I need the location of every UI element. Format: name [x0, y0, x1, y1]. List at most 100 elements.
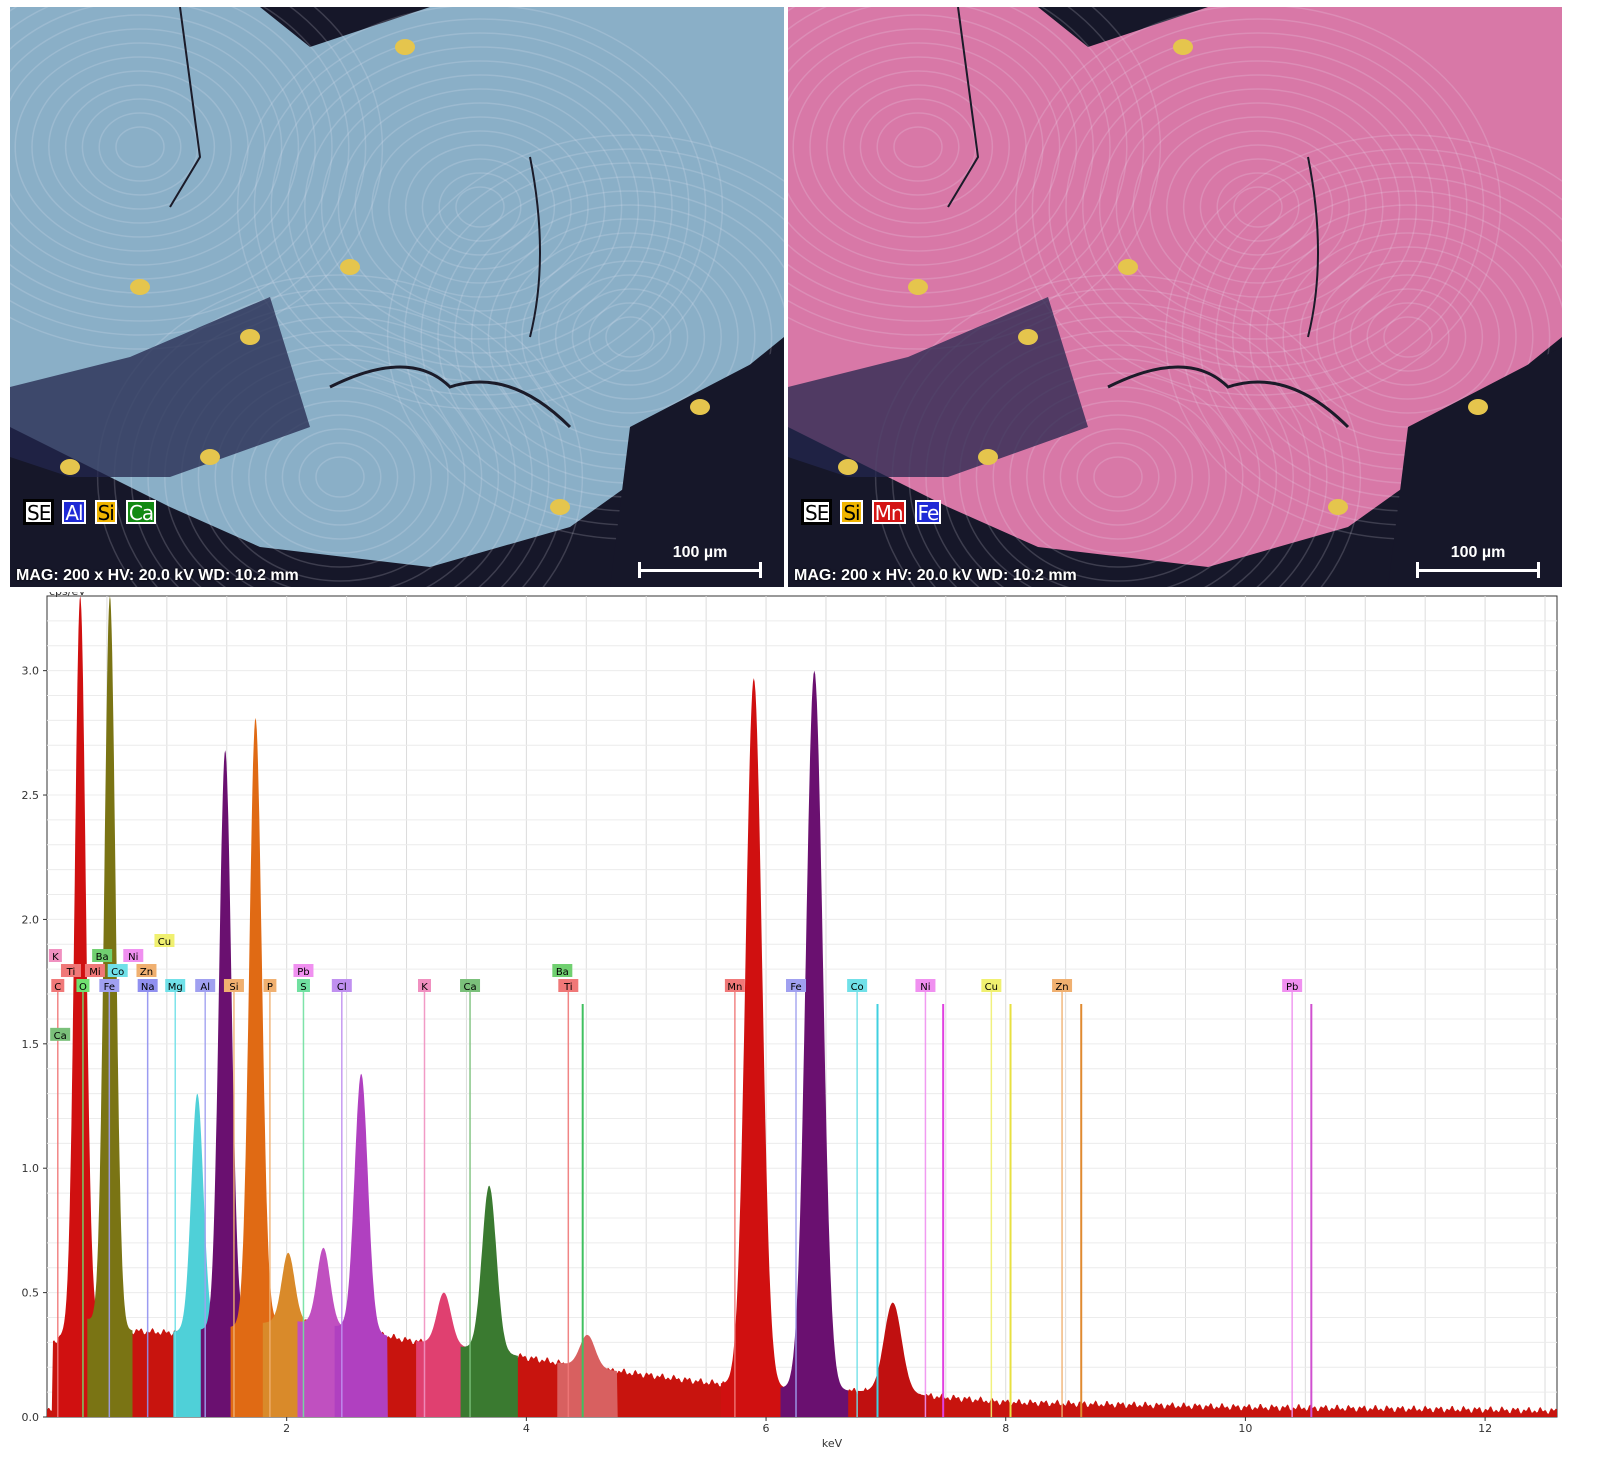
- peak-al: [200, 750, 250, 1417]
- x-tick-label: 10: [1238, 1422, 1252, 1435]
- growth-band: [1233, 186, 1283, 228]
- growth-band: [1098, 74, 1418, 340]
- y-tick-label: 0.0: [22, 1411, 40, 1424]
- legend-chip-ca: Ca: [125, 500, 157, 524]
- element-tag-na: Na: [141, 982, 155, 993]
- element-tag-ca: Ca: [463, 982, 476, 993]
- peak-c: [58, 596, 103, 1417]
- legend-chip-mn: Mn: [871, 500, 906, 524]
- growth-band: [958, 344, 1278, 587]
- porous-zone: [10, 297, 310, 477]
- growth-band: [180, 344, 500, 587]
- growth-band: [1009, 386, 1227, 568]
- growth-band: [554, 274, 706, 400]
- legend-chip-si: Si: [94, 500, 117, 524]
- growth-band: [1065, 46, 1451, 368]
- growth-band: [371, 116, 589, 298]
- growth-band: [788, 7, 1162, 350]
- growth-band: [1093, 456, 1143, 498]
- growth-band: [98, 112, 182, 182]
- porous-zone: [788, 297, 1088, 477]
- element-tag-bg: [1052, 979, 1073, 993]
- growth-band: [1216, 172, 1300, 242]
- element-tag-bg: [296, 979, 310, 993]
- element-tag-pb: Pb: [1286, 982, 1298, 993]
- growth-band: [81, 98, 199, 196]
- growth-band: [571, 288, 689, 386]
- si-grain: [240, 329, 260, 345]
- element-tag-ni: Ni: [128, 952, 138, 963]
- growth-band: [605, 316, 655, 358]
- y-axis-label: cps/eV: [49, 592, 86, 598]
- element-tag-cu: Cu: [985, 982, 998, 993]
- growth-band: [388, 130, 572, 284]
- element-tag-mi: Mi: [89, 967, 100, 978]
- si-grain: [200, 449, 220, 465]
- growth-band: [48, 70, 232, 224]
- y-tick-label: 1.0: [22, 1162, 40, 1175]
- growth-band: [1166, 130, 1350, 284]
- scale-bar-line-left: [638, 562, 762, 578]
- growth-band: [1349, 288, 1467, 386]
- growth-band: [320, 74, 640, 340]
- element-tag-bg: [558, 979, 579, 993]
- crack: [169, 7, 202, 208]
- growth-band: [287, 46, 673, 368]
- si-grain: [838, 459, 858, 475]
- x-tick-label: 2: [283, 1422, 290, 1435]
- legend-chip-fe: Fe: [914, 500, 942, 524]
- si-grain: [978, 449, 998, 465]
- growth-band: [992, 372, 1244, 582]
- element-tag-bg: [552, 964, 573, 978]
- y-tick-label: 2.5: [22, 789, 40, 802]
- element-tag-mn: Mn: [727, 982, 742, 993]
- growth-band: [792, 42, 1044, 252]
- element-tag-al: Al: [200, 982, 210, 993]
- element-tag-si: Si: [229, 982, 238, 993]
- growth-band: [10, 7, 384, 350]
- growth-band: [64, 84, 216, 210]
- growth-band: [588, 302, 672, 372]
- growth-band: [975, 358, 1261, 587]
- element-tag-bg: [76, 979, 90, 993]
- element-tag-bg: [223, 979, 244, 993]
- map-meta-left: MAG: 200 x HV: 20.0 kV WD: 10.2 mm: [16, 567, 299, 584]
- growth-band: [1014, 7, 1502, 410]
- growth-band: [197, 358, 483, 587]
- growth-band: [298, 442, 382, 512]
- element-tag-co: Co: [111, 967, 124, 978]
- legend-chip-si: Si: [840, 500, 863, 524]
- x-tick-label: 8: [1002, 1422, 1009, 1435]
- si-grain: [1173, 39, 1193, 55]
- element-tag-bg: [847, 979, 868, 993]
- peak-ca: [460, 1185, 518, 1417]
- peak-ti: [557, 1334, 618, 1417]
- element-tag-zn: Zn: [140, 967, 153, 978]
- si-grain: [550, 499, 570, 515]
- growth-band: [1076, 442, 1160, 512]
- growth-band: [1383, 316, 1433, 358]
- si-grain: [1018, 329, 1038, 345]
- element-tag-bg: [136, 964, 157, 978]
- growth-band: [538, 260, 722, 414]
- element-tag-k: K: [421, 982, 428, 993]
- growth-band: [1082, 60, 1434, 354]
- growth-band: [788, 7, 1145, 336]
- legend-chip-se: SE: [800, 499, 833, 525]
- growth-band: [14, 42, 266, 252]
- eds-map-right: SE Si Mn Fe 100 µm MAG: 200 x HV: 20.0 kV W…: [788, 7, 1562, 587]
- element-tag-p: P: [267, 982, 273, 993]
- peak-fe-kb: [857, 1302, 928, 1417]
- crack: [529, 156, 541, 338]
- x-tick-label: 12: [1478, 1422, 1492, 1435]
- growth-band: [10, 7, 350, 322]
- crack: [947, 7, 980, 208]
- element-tag-fe: Fe: [790, 982, 801, 993]
- si-grain: [60, 459, 80, 475]
- growth-band: [859, 98, 977, 196]
- void-zone: [610, 347, 784, 587]
- growth-band: [10, 7, 367, 336]
- growth-band: [788, 7, 1111, 308]
- growth-band: [1132, 102, 1384, 312]
- growth-band: [31, 56, 249, 238]
